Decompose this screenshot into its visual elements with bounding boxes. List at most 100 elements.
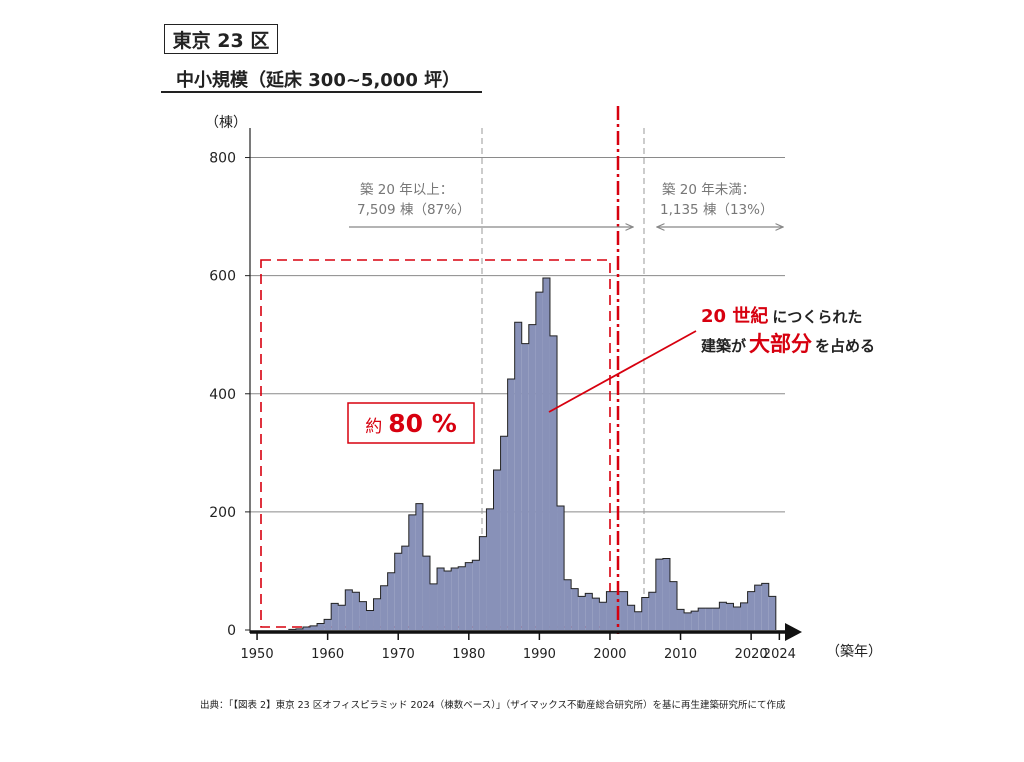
y-tick-label: 800 [209, 151, 236, 167]
callout-line-2: 建築が 大部分 を占める [701, 332, 875, 356]
bar-1974 [422, 556, 430, 630]
bar-1956 [295, 628, 303, 630]
bar-1979 [458, 566, 466, 630]
bar-1966 [366, 610, 374, 630]
bar-1996 [578, 596, 586, 630]
x-tick-label: 1990 [523, 647, 556, 662]
bar-1994 [564, 579, 572, 630]
bar-1959 [317, 623, 325, 630]
callout-text-made: につくられた [772, 308, 862, 326]
bar-2002 [620, 591, 628, 630]
bar-1984 [493, 469, 501, 630]
bar-1991 [542, 278, 550, 630]
x-tick-label: 1950 [241, 647, 274, 662]
bar-1973 [415, 503, 423, 630]
bar-2015 [712, 608, 720, 630]
y-tick-label: 400 [209, 387, 236, 403]
bar-1989 [528, 324, 536, 630]
bar-1957 [302, 627, 310, 630]
bar-1988 [521, 343, 529, 630]
bar-1963 [345, 589, 353, 630]
share-label-box [347, 402, 475, 444]
region-badge: 東京 23 区 [164, 24, 278, 54]
bar-2005 [641, 597, 649, 630]
bar-2020 [747, 591, 755, 630]
newer-period-label: 築 20 年未満： [662, 182, 755, 198]
y-tick-label: 200 [209, 505, 236, 521]
bar-2014 [705, 608, 713, 630]
bar-1967 [373, 598, 381, 630]
bar-1975 [429, 583, 438, 630]
bar-1971 [401, 546, 409, 630]
bar-2011 [684, 612, 692, 630]
bar-1964 [352, 592, 360, 630]
callout-text-buildings: 建築が [701, 337, 747, 355]
older-period-count: 7,509 棟（87%） [357, 202, 470, 218]
newer-period-count: 1,135 棟（13%） [660, 202, 773, 218]
bar-1999 [599, 602, 607, 630]
callout-emphasis-majority: 大部分 [749, 332, 812, 356]
bar-1977 [444, 570, 452, 630]
callout-line-1: 20 世紀 につくられた [701, 305, 862, 327]
x-axis-arrowhead [785, 623, 802, 641]
bar-2009 [669, 581, 678, 630]
bar-2007 [655, 559, 663, 630]
bar-2010 [677, 609, 685, 630]
twentieth-century-box [260, 259, 611, 628]
bar-1993 [557, 505, 565, 630]
bar-2012 [691, 611, 699, 630]
y-tick-labels: 0 200 400 600 800 [209, 151, 250, 639]
x-tick-label: 1960 [311, 647, 344, 662]
bar-1997 [585, 593, 593, 630]
bar-2019 [740, 602, 748, 630]
x-tick-label: 2000 [593, 647, 626, 662]
bar-2006 [648, 592, 656, 630]
x-tick-label: 1970 [382, 647, 415, 662]
x-axis-label: （築年） [826, 644, 882, 660]
bar-1982 [479, 536, 487, 630]
older-period-label: 築 20 年以上： [360, 182, 453, 198]
histogram-bars [288, 277, 777, 630]
bar-1990 [535, 292, 543, 630]
bar-1992 [549, 335, 558, 630]
callout-text-occupy: を占める [815, 337, 875, 355]
bar-1958 [309, 625, 318, 630]
x-tick-label: 2010 [664, 647, 697, 662]
bar-1980 [465, 562, 473, 630]
share-label-value: 80 % [388, 409, 457, 438]
bar-2003 [627, 605, 635, 630]
callout-emphasis-century: 20 世紀 [701, 305, 768, 327]
bar-2018 [733, 606, 741, 630]
share-label: 約 80 % [365, 409, 457, 438]
bar-1970 [394, 553, 402, 630]
bar-1987 [514, 322, 522, 630]
x-tick-label: 2020 [735, 647, 768, 662]
region-label: 東京 23 区 [172, 29, 270, 52]
callout-pointer [548, 330, 697, 413]
x-tick-label: 1980 [452, 647, 485, 662]
bar-1978 [451, 567, 459, 630]
bar-1976 [437, 567, 445, 630]
bar-1960 [324, 619, 332, 630]
share-label-prefix: 約 [365, 417, 382, 437]
subtitle-underline [161, 91, 482, 93]
y-axis-label: （棟） [205, 115, 247, 131]
bar-1968 [380, 585, 388, 630]
histogram-outline [288, 277, 777, 630]
bar-1965 [359, 601, 367, 630]
bar-1995 [571, 588, 579, 630]
x-tick-label: 2024 [763, 647, 796, 662]
bar-1972 [408, 514, 416, 630]
bar-2021 [754, 585, 762, 630]
bar-1986 [507, 379, 515, 630]
y-tick-label: 0 [227, 623, 236, 639]
bar-2000 [606, 591, 614, 630]
bar-2008 [662, 558, 670, 630]
bar-2016 [719, 602, 727, 630]
bar-1985 [500, 436, 508, 630]
bar-1983 [486, 508, 494, 630]
chart-subtitle: 中小規模（延床 300~5,000 坪） [176, 70, 461, 91]
y-tick-label: 600 [209, 269, 236, 285]
